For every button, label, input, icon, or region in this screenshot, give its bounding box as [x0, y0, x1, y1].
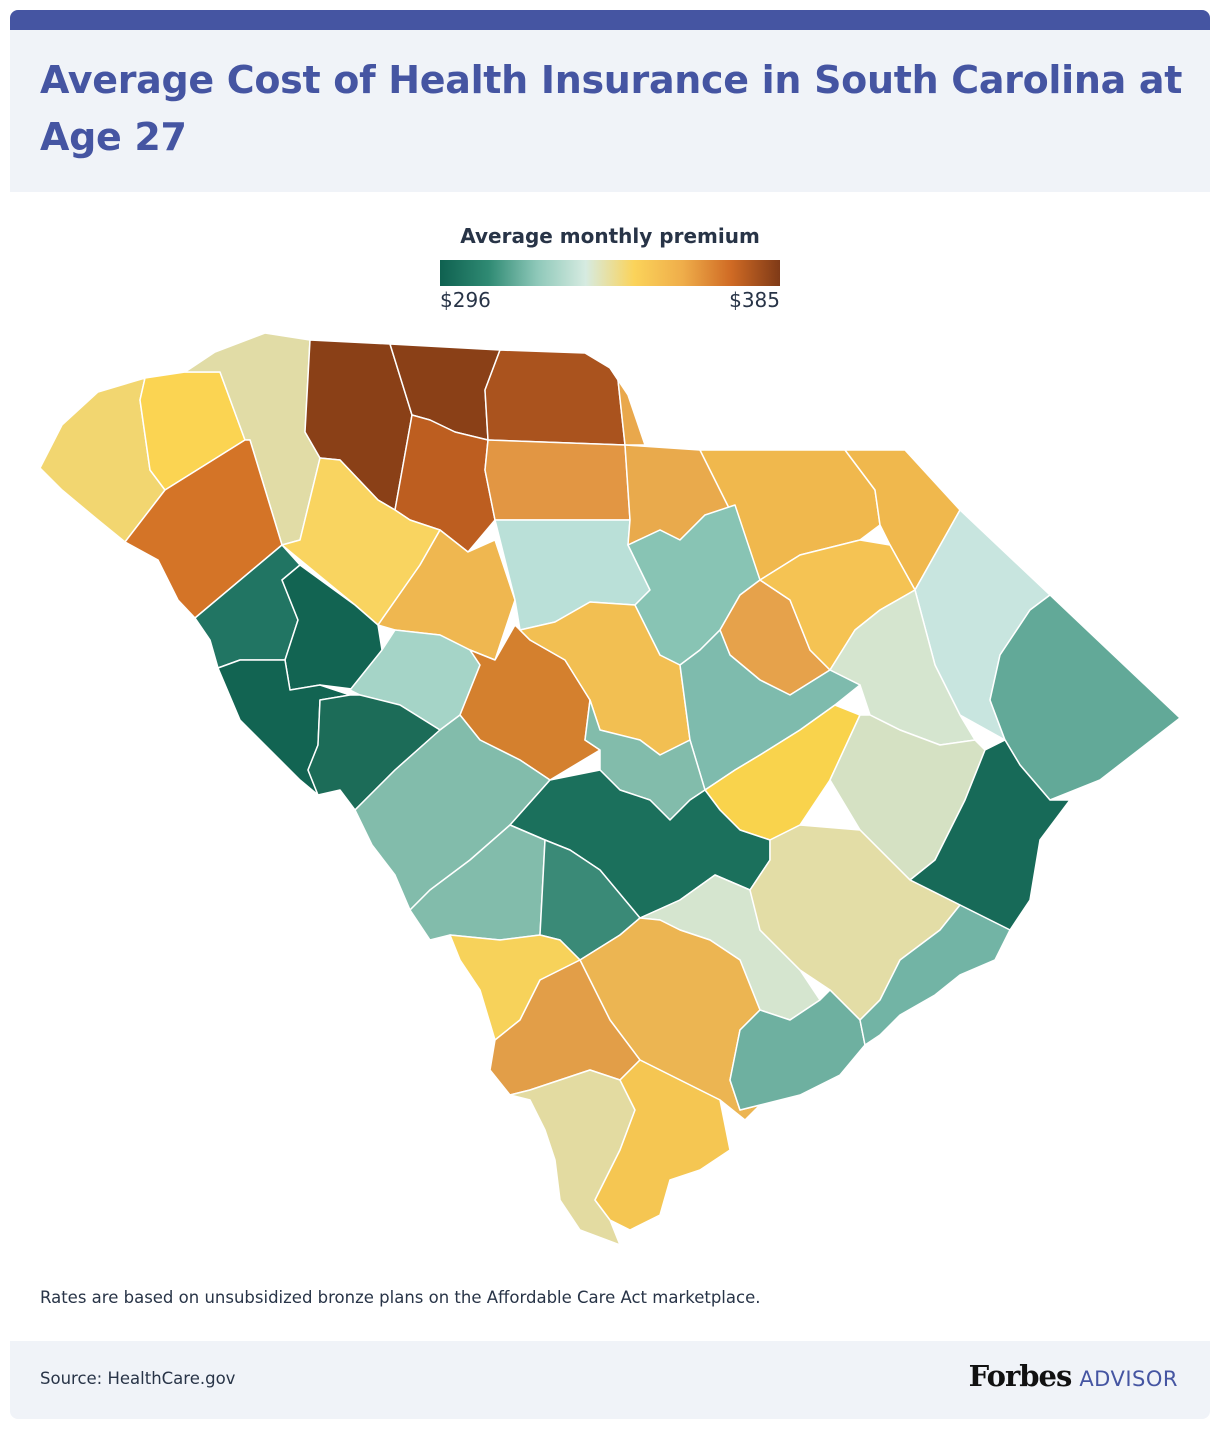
legend-max-label: $385: [729, 288, 780, 312]
footnote: Rates are based on unsubsidized bronze p…: [40, 1288, 761, 1307]
county-chester[interactable]: [484, 439, 631, 521]
forbes-advisor-logo[interactable]: Forbes ADVISOR: [969, 1359, 1178, 1393]
legend-color-scale: [440, 260, 780, 286]
header-panel: Average Cost of Health Insurance in Sout…: [10, 30, 1210, 192]
chart-title: Average Cost of Health Insurance in Sout…: [40, 58, 1183, 159]
footer-panel: Source: HealthCare.gov Forbes ADVISOR: [10, 1341, 1210, 1419]
top-accent-bar: [10, 10, 1210, 30]
south-carolina-county-map: [39, 332, 1181, 1246]
county-florence[interactable]: [829, 589, 976, 746]
brand-suffix: ADVISOR: [1079, 1367, 1178, 1391]
brand-name: Forbes: [968, 1359, 1073, 1393]
county-charleston-east[interactable]: [859, 904, 1011, 1046]
county-york[interactable]: [484, 349, 626, 446]
county-beaufort[interactable]: [594, 1059, 731, 1231]
legend-min-label: $296: [440, 288, 491, 312]
source-text: Source: HealthCare.gov: [40, 1369, 236, 1388]
legend-title: Average monthly premium: [460, 224, 760, 248]
